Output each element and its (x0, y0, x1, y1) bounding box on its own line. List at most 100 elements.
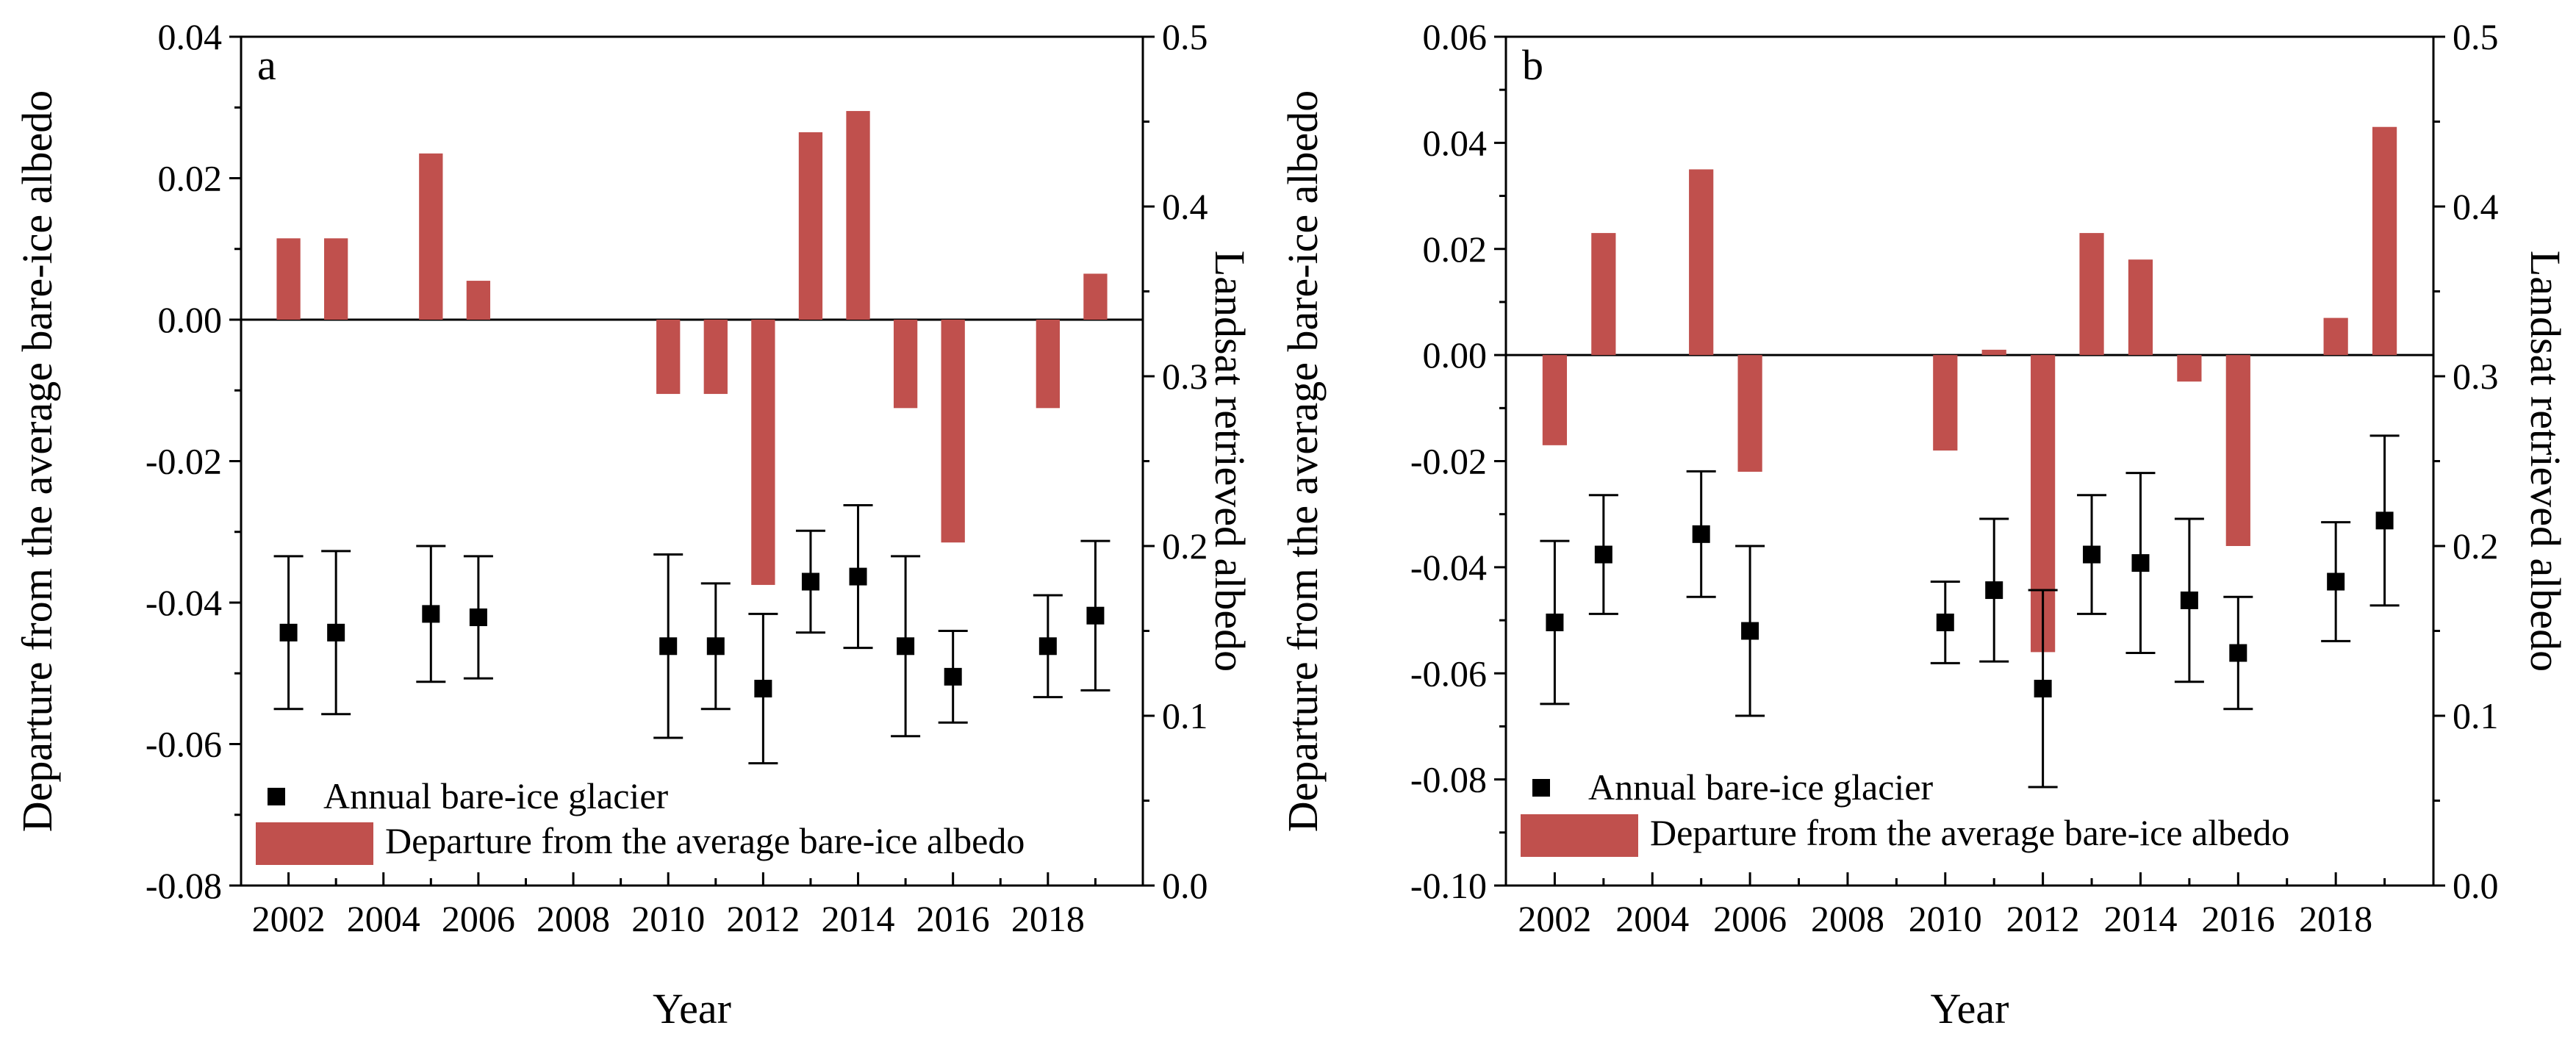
marker-2011 (1985, 581, 2003, 600)
bar-2014 (2128, 259, 2153, 356)
y-right-tick-label: 0.4 (1162, 186, 1208, 227)
x-tick-label-2018: 2018 (2299, 898, 2372, 939)
marker-2019 (2375, 511, 2394, 530)
marker-2014 (2131, 554, 2150, 572)
x-tick-label-2004: 2004 (347, 898, 420, 939)
bar-2015 (893, 320, 918, 409)
marker-2006 (469, 608, 487, 627)
bar-2006 (466, 281, 491, 320)
y-right-tick-label: 0.4 (2453, 186, 2499, 227)
x-tick-label-2012: 2012 (726, 898, 800, 939)
y-left-tick-label: 0.06 (1423, 16, 1488, 57)
bar-2012 (751, 320, 775, 585)
marker-2011 (706, 637, 725, 656)
y-right-tick-label: 0.3 (1162, 356, 1208, 397)
x-tick-label-2002: 2002 (252, 898, 326, 939)
y-left-tick-label: -0.02 (146, 441, 222, 482)
bar-2010 (1933, 355, 1958, 451)
bar-2002 (276, 238, 301, 320)
y-right-axis-label: Landsat retrieved albedo (1206, 251, 1254, 672)
y-left-tick-label: -0.06 (1410, 653, 1487, 694)
plot-frame (1504, 35, 2435, 887)
panel-label: b (1522, 41, 1543, 89)
marker-2010 (1936, 613, 1954, 631)
marker-2018 (2327, 572, 2345, 591)
bar-2016 (941, 320, 965, 543)
y-right-tick-label: 0.1 (2453, 695, 2499, 736)
bar-2016 (2225, 355, 2250, 546)
y-left-tick-label: -0.02 (1410, 441, 1487, 482)
marker-2005 (422, 605, 440, 623)
x-tick-label-2006: 2006 (442, 898, 515, 939)
bar-2015 (2177, 355, 2202, 382)
plot-frame (240, 35, 1144, 887)
bar-2013 (798, 132, 823, 320)
bar-2011 (703, 320, 728, 395)
bar-2018 (2323, 317, 2348, 356)
x-axis-label: Year (653, 985, 731, 1033)
marker-2019 (1086, 606, 1105, 625)
marker-2016 (944, 667, 962, 686)
legend-marker-swatch (1532, 779, 1550, 797)
bar-2003 (1591, 233, 1616, 356)
chart-panel-b: 2002 2004 2006 2008 2010 2012 2014 2016 2018 -0.1… (1279, 16, 2569, 1033)
x-tick-label-2010: 2010 (1909, 898, 1982, 939)
x-tick-label-2004: 2004 (1615, 898, 1689, 939)
marker-2003 (1594, 545, 1612, 564)
x-tick-label-2014: 2014 (2103, 898, 2177, 939)
marker-2015 (897, 637, 915, 656)
y-left-tick-label: -0.08 (1410, 759, 1487, 800)
x-tick-label-2008: 2008 (537, 898, 610, 939)
x-tick-label-2002: 2002 (1518, 898, 1591, 939)
x-axis-label: Year (1931, 985, 2009, 1033)
marker-2013 (801, 572, 819, 591)
marker-2016 (2229, 644, 2247, 662)
bar-2019 (1083, 273, 1108, 320)
bar-2011 (1981, 349, 2006, 356)
y-left-axis-label: Departure from the average bare-ice albe… (1279, 90, 1327, 833)
y-left-tick-label: -0.10 (1410, 865, 1487, 906)
bar-2006 (1737, 355, 1762, 472)
panel-label: a (257, 41, 276, 89)
chart-panel-a: 2002 2004 2006 2008 2010 2012 2014 2016 2018 -0.0… (13, 16, 1254, 1033)
marker-2012 (2034, 680, 2052, 698)
x-tick-label-2018: 2018 (1011, 898, 1085, 939)
y-right-tick-label: 0.1 (1162, 695, 1208, 736)
y-right-axis-label: Landsat retrieved albedo (2522, 251, 2569, 672)
y-left-axis-label: Departure from the average bare-ice albe… (13, 90, 61, 833)
legend-label-bar: Departure from the average bare-ice albe… (385, 820, 1025, 861)
bar-2018 (1036, 320, 1060, 409)
marker-2006 (1741, 622, 1759, 640)
legend-marker-swatch (268, 788, 285, 805)
bar-2005 (419, 153, 443, 320)
legend-bar-swatch (1521, 814, 1638, 857)
y-left-tick-label: 0.00 (158, 299, 223, 340)
marker-2003 (327, 623, 345, 642)
bar-2019 (2372, 126, 2397, 356)
marker-2015 (2180, 591, 2198, 609)
y-right-tick-label: 0.0 (1162, 865, 1208, 906)
y-left-tick-label: -0.04 (1410, 547, 1487, 588)
y-right-tick-label: 0.2 (2453, 525, 2499, 567)
x-tick-label-2016: 2016 (2201, 898, 2275, 939)
y-left-tick-label: 0.02 (158, 158, 223, 199)
y-left-tick-label: 0.04 (1423, 122, 1488, 163)
x-tick-label-2010: 2010 (631, 898, 705, 939)
y-right-tick-label: 0.5 (2453, 16, 2499, 57)
marker-2013 (2083, 545, 2101, 564)
y-right-tick-label: 0.3 (2453, 356, 2499, 397)
x-tick-label-2012: 2012 (2006, 898, 2080, 939)
marker-2002 (1546, 613, 1564, 631)
marker-2014 (849, 567, 867, 586)
y-left-tick-label: -0.06 (146, 724, 222, 765)
x-tick-label-2016: 2016 (916, 898, 990, 939)
legend-label-bar: Departure from the average bare-ice albe… (1650, 812, 2289, 853)
marker-2012 (754, 680, 772, 698)
y-right-tick-label: 0.0 (2453, 865, 2499, 906)
marker-2018 (1038, 637, 1057, 656)
marker-2010 (659, 637, 678, 656)
marker-2005 (1692, 525, 1710, 543)
